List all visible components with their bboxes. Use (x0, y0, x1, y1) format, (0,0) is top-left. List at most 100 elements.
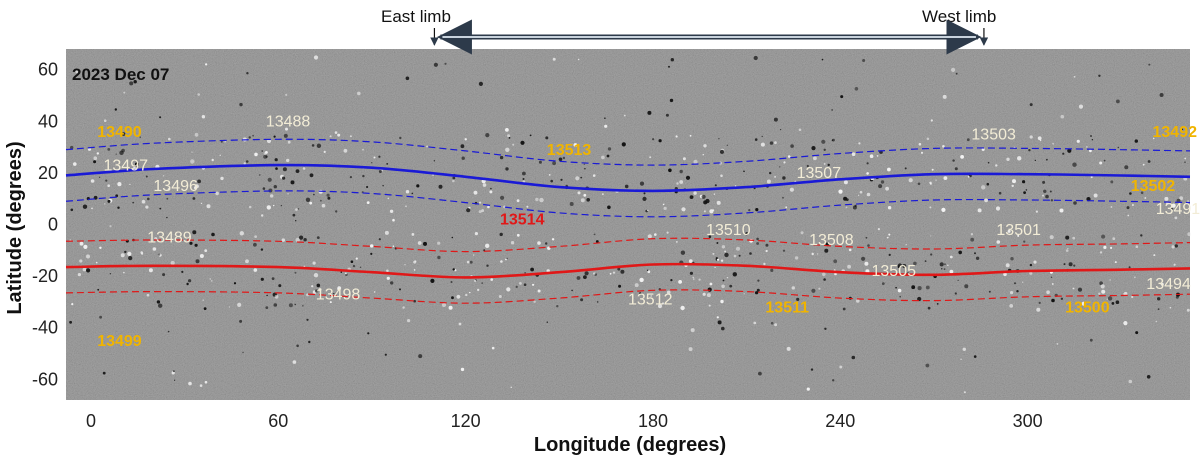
magnetic-spot (292, 360, 297, 364)
magnetic-spot (211, 280, 213, 282)
magnetic-spot (102, 371, 106, 375)
magnetic-spot (516, 199, 520, 203)
magnetic-spot (505, 127, 509, 132)
magnetic-spot (712, 252, 715, 255)
magnetic-spot (943, 176, 948, 181)
magnetic-spot (556, 305, 559, 308)
magnetic-spot (1046, 158, 1048, 161)
magnetic-spot (253, 268, 258, 272)
magnetic-spot (452, 268, 455, 271)
magnetic-spot (211, 158, 214, 162)
magnetic-spot (466, 260, 470, 264)
magnetic-spot (1176, 198, 1181, 203)
magnetic-spot (292, 213, 296, 217)
magnetic-spot (382, 185, 384, 187)
magnetic-spot (288, 303, 293, 308)
magnetic-spot (584, 167, 586, 170)
magnetic-spot (647, 234, 652, 239)
region-label-13498: 13498 (316, 286, 361, 303)
magnetic-spot (721, 245, 726, 249)
magnetic-spot (123, 91, 126, 94)
region-label-13490: 13490 (97, 124, 142, 141)
magnetic-spot (245, 259, 249, 264)
magnetic-spot (96, 152, 100, 155)
magnetic-spot (265, 151, 268, 154)
magnetic-spot (306, 318, 309, 321)
magnetic-spot (680, 305, 685, 311)
magnetic-spot (370, 244, 374, 248)
magnetic-spot (162, 175, 165, 177)
magnetic-spot (134, 162, 139, 167)
magnetic-spot (147, 197, 150, 201)
magnetic-spot (724, 252, 729, 258)
magnetic-spot (545, 136, 549, 140)
magnetic-spot (522, 178, 525, 180)
magnetic-spot (575, 176, 580, 181)
magnetic-spot (479, 201, 482, 204)
magnetic-spot (714, 184, 717, 187)
magnetic-spot (273, 204, 275, 207)
region-label-13502: 13502 (1131, 178, 1176, 195)
magnetic-spot (308, 340, 311, 344)
magnetic-spot (302, 167, 306, 170)
magnetic-spot (510, 386, 512, 388)
magnetic-spot (755, 291, 759, 295)
magnetic-spot (195, 259, 200, 264)
magnetic-spot (477, 288, 480, 292)
magnetic-spot (668, 65, 670, 68)
magnetic-spot (233, 282, 237, 285)
magnetic-spot (70, 208, 74, 212)
magnetic-spot (399, 136, 402, 140)
magnetic-spot (392, 245, 395, 247)
magnetic-spot (522, 171, 526, 176)
y-tick-label: 40 (38, 111, 58, 131)
magnetic-spot (491, 346, 495, 350)
magnetic-spot (887, 206, 892, 210)
region-label-13492: 13492 (1153, 124, 1198, 141)
magnetic-spot (1106, 298, 1109, 300)
region-label-13501: 13501 (996, 222, 1041, 239)
magnetic-spot (666, 290, 671, 295)
magnetic-spot (1063, 263, 1066, 266)
magnetic-spot (274, 158, 278, 162)
magnetic-spot (99, 246, 102, 249)
magnetic-spot (842, 307, 846, 311)
magnetic-spot (708, 235, 712, 238)
magnetic-spot (104, 203, 106, 205)
magnetic-spot (958, 250, 962, 255)
magnetic-spot (833, 259, 838, 264)
magnetic-spot (1022, 180, 1026, 184)
magnetic-spot (765, 243, 769, 247)
magnetic-spot (1065, 235, 1070, 240)
region-label-13503: 13503 (971, 126, 1016, 143)
magnetic-spot (456, 294, 461, 299)
magnetic-spot (265, 306, 269, 309)
region-label-13508: 13508 (809, 232, 854, 249)
magnetic-spot (821, 139, 826, 144)
magnetic-spot (82, 204, 88, 209)
magnetic-spot (290, 180, 295, 185)
magnetic-spot (811, 252, 814, 256)
magnetic-spot (206, 204, 211, 209)
magnetic-spot (159, 207, 162, 210)
magnetic-spot (228, 306, 230, 308)
magnetic-spot (1181, 128, 1184, 131)
magnetic-spot (248, 205, 252, 209)
magnetic-spot (962, 347, 966, 351)
magnetic-spot (717, 320, 722, 325)
magnetic-spot (1007, 229, 1011, 233)
magnetic-spot (1134, 276, 1136, 278)
magnetic-spot (726, 277, 729, 279)
magnetic-spot (99, 315, 102, 319)
magnetic-spot (987, 161, 990, 164)
magnetic-spot (806, 164, 809, 168)
magnetic-spot (823, 162, 826, 165)
magnetic-spot (981, 148, 985, 151)
magnetic-spot (411, 192, 414, 195)
magnetic-spot (939, 262, 944, 267)
region-label-13488: 13488 (266, 113, 311, 130)
magnetic-spot (887, 167, 891, 172)
magnetic-spot (294, 303, 296, 306)
magnetic-spot (1123, 321, 1128, 326)
